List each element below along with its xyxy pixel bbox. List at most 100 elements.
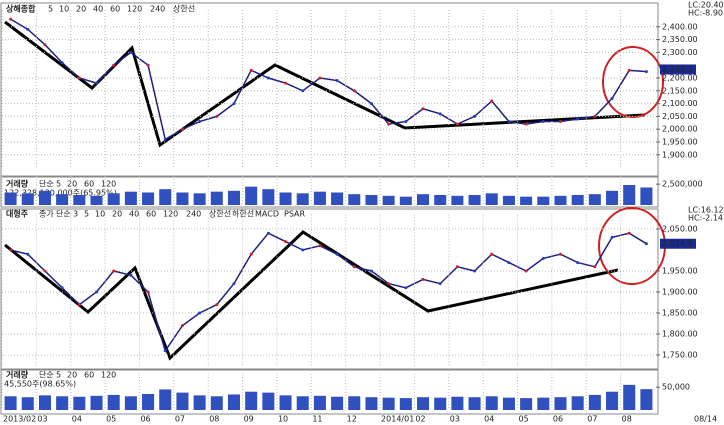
volume-bar bbox=[348, 194, 361, 205]
legend-item: 60 bbox=[146, 210, 156, 219]
y-tick-label: 2,150.00 bbox=[662, 86, 698, 95]
price-point bbox=[524, 269, 528, 273]
price-point bbox=[9, 248, 13, 252]
price-point bbox=[627, 231, 631, 235]
x-tick-label: 07 bbox=[175, 415, 185, 424]
legend-item: 5 bbox=[56, 371, 61, 380]
legend-item: 20 bbox=[76, 5, 86, 14]
price-point bbox=[507, 120, 511, 124]
volume-bar bbox=[520, 196, 533, 205]
price-point bbox=[77, 303, 81, 307]
y-tick-label: 2,500,000 bbox=[662, 180, 703, 189]
price-point bbox=[266, 231, 270, 235]
volume-bar bbox=[227, 190, 241, 205]
price-point bbox=[455, 122, 459, 126]
volume-bar bbox=[623, 384, 636, 410]
volume-bar bbox=[176, 392, 189, 410]
legend-item: 5 bbox=[56, 180, 61, 189]
volume-bar bbox=[365, 195, 378, 205]
y-tick-label: 2,050.00 bbox=[662, 112, 698, 121]
volume-bar bbox=[313, 395, 326, 410]
volume-bar bbox=[365, 397, 378, 410]
price-point bbox=[369, 102, 373, 106]
price-point bbox=[266, 76, 270, 80]
x-tick-label: 04 bbox=[72, 415, 82, 424]
volume-bar bbox=[434, 397, 447, 410]
price-point bbox=[146, 290, 150, 294]
volume-bar bbox=[313, 191, 326, 205]
price-point bbox=[129, 50, 133, 54]
price-point bbox=[318, 76, 322, 80]
price-point bbox=[318, 244, 322, 248]
y-tick-label: 2,050.00 bbox=[662, 225, 698, 234]
volume-bar bbox=[451, 396, 464, 410]
volume-bar bbox=[245, 391, 258, 410]
price-point bbox=[558, 252, 562, 256]
volume-bar bbox=[434, 195, 447, 205]
y-tick-label: 2,200.00 bbox=[662, 74, 698, 83]
current-price-label: 2,014.9 bbox=[662, 239, 693, 248]
panel-title: 대형주 bbox=[6, 209, 29, 219]
volume-bar bbox=[159, 389, 172, 410]
price-point bbox=[180, 324, 184, 328]
legend-item: 120 bbox=[101, 180, 116, 189]
volume-bar bbox=[38, 190, 51, 205]
volume-bar bbox=[193, 193, 206, 205]
price-point bbox=[249, 68, 253, 72]
x-tick-label: 06 bbox=[553, 415, 563, 424]
volume-bar bbox=[348, 396, 361, 410]
end-date: 08/14 bbox=[694, 415, 717, 424]
x-tick-label: 08 bbox=[622, 415, 632, 424]
volume-bar bbox=[210, 191, 223, 205]
price-point bbox=[198, 311, 202, 315]
price-point bbox=[95, 81, 99, 85]
price-point bbox=[610, 235, 614, 239]
price-point bbox=[284, 81, 288, 85]
volume-bar bbox=[640, 389, 653, 410]
x-tick-label: 10 bbox=[278, 415, 288, 424]
volume-bar bbox=[193, 395, 206, 410]
price-point bbox=[26, 252, 30, 256]
volume-bar bbox=[331, 396, 344, 410]
legend-item: 120 bbox=[163, 210, 178, 219]
price-line bbox=[10, 232, 647, 353]
volume-bar bbox=[502, 397, 515, 410]
current-price-box bbox=[660, 64, 696, 75]
legend-item: PSAR bbox=[284, 210, 306, 219]
volume-bar bbox=[21, 193, 34, 205]
legend-item: 240 bbox=[186, 210, 201, 219]
panel-title: 상해종합 bbox=[6, 4, 36, 14]
info-text: 45,550주(98.65%) bbox=[4, 380, 76, 389]
volume-bar bbox=[416, 194, 430, 205]
info-text: LC:20.40 bbox=[688, 1, 724, 10]
volume-bar bbox=[159, 189, 172, 205]
legend-item: 상한선 bbox=[173, 4, 195, 14]
volume-bar bbox=[73, 396, 86, 410]
info-text: HC:-8.90 bbox=[688, 9, 723, 18]
y-tick-label: 1,800.00 bbox=[662, 330, 698, 339]
y-tick-label: 1,900.00 bbox=[662, 288, 698, 297]
y-tick-label: 2,000.00 bbox=[662, 125, 698, 134]
volume-bar bbox=[382, 195, 395, 205]
price-panel-2 bbox=[0, 208, 659, 370]
y-tick-label: 50,000 bbox=[662, 383, 690, 392]
volume-bar bbox=[142, 192, 155, 205]
volume-bar bbox=[588, 394, 601, 410]
volume-bar bbox=[262, 392, 275, 410]
x-tick-label: 2013/02 bbox=[3, 415, 36, 424]
trend-lines bbox=[4, 20, 646, 361]
legend-item: 40 bbox=[93, 5, 103, 14]
y-tick-label: 2,300.00 bbox=[662, 48, 698, 57]
price-point bbox=[387, 282, 391, 286]
volume-bar bbox=[554, 195, 567, 205]
volume-bar bbox=[90, 395, 103, 410]
price-point bbox=[77, 76, 81, 80]
volume-panel-1 bbox=[0, 176, 659, 208]
price-point bbox=[198, 120, 202, 124]
price-point bbox=[507, 261, 511, 265]
volume-bar bbox=[73, 195, 86, 205]
y-tick-label: 1,750.00 bbox=[662, 351, 698, 360]
price-point bbox=[644, 70, 648, 74]
price-point bbox=[43, 43, 47, 47]
